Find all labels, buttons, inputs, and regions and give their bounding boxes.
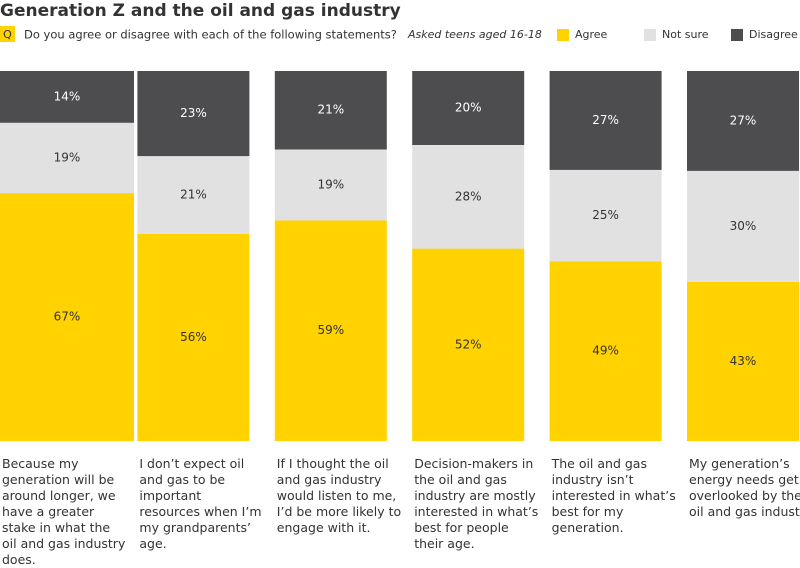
legend-swatch (644, 29, 656, 41)
bar-segment (0, 193, 134, 441)
category-label: If I thought the oil and gas industry wo… (276, 456, 402, 535)
bar-segment (687, 71, 799, 171)
category-label: The oil and gas industry isn’t intereste… (551, 456, 676, 535)
value-label: 21% (317, 103, 344, 117)
legend-label: Not sure (662, 28, 709, 41)
value-label: 25% (592, 208, 619, 222)
category-label: Because my generation will be around lon… (2, 456, 126, 567)
value-label: 43% (730, 354, 757, 368)
category-label: I don’t expect oil and gas to be importa… (139, 456, 262, 551)
bar-segment (0, 71, 134, 123)
question-badge (0, 26, 15, 42)
value-label: 14% (54, 89, 81, 103)
value-label: 30% (730, 219, 757, 233)
bar-segment (137, 156, 250, 234)
value-label: 23% (180, 106, 207, 120)
value-label: 27% (592, 113, 619, 127)
legend-label: Disagree (749, 28, 798, 41)
subtitle: Do you agree or disagree with each of th… (24, 28, 397, 42)
bar-segment (687, 281, 799, 441)
legend-swatch (731, 29, 743, 41)
question-marker: Q (3, 28, 12, 41)
chart-title: Generation Z and the oil and gas industr… (0, 1, 401, 21)
category-label: My generation’s energy needs get overloo… (689, 456, 800, 519)
bar-segment (274, 149, 387, 221)
value-label: 19% (54, 150, 81, 164)
value-label: 19% (317, 177, 344, 191)
value-label: 21% (180, 187, 207, 201)
bar-segment (412, 71, 525, 145)
bar-segment (137, 233, 250, 441)
category-label: Decision-makers in the oil and gas indus… (414, 456, 539, 551)
value-label: 52% (455, 337, 482, 351)
bar-segment (274, 220, 387, 441)
value-label: 56% (180, 330, 207, 344)
value-label: 67% (54, 310, 81, 324)
bar-segment (412, 145, 525, 249)
bar-segment (549, 71, 662, 170)
bar-segment (137, 71, 250, 157)
value-label: 20% (455, 101, 482, 115)
annotation: Asked teens aged 16-18 (407, 28, 542, 41)
legend-swatch (557, 29, 569, 41)
value-label: 49% (592, 344, 619, 358)
value-label: 28% (455, 189, 482, 203)
legend-label: Agree (575, 28, 608, 41)
value-label: 27% (730, 113, 757, 127)
bar-segment (687, 170, 799, 282)
bar-segment (549, 261, 662, 441)
bar-segment (274, 71, 387, 150)
value-label: 59% (317, 323, 344, 337)
bar-segment (412, 248, 525, 441)
bar-segment (0, 122, 134, 194)
bar-segment (549, 169, 662, 262)
